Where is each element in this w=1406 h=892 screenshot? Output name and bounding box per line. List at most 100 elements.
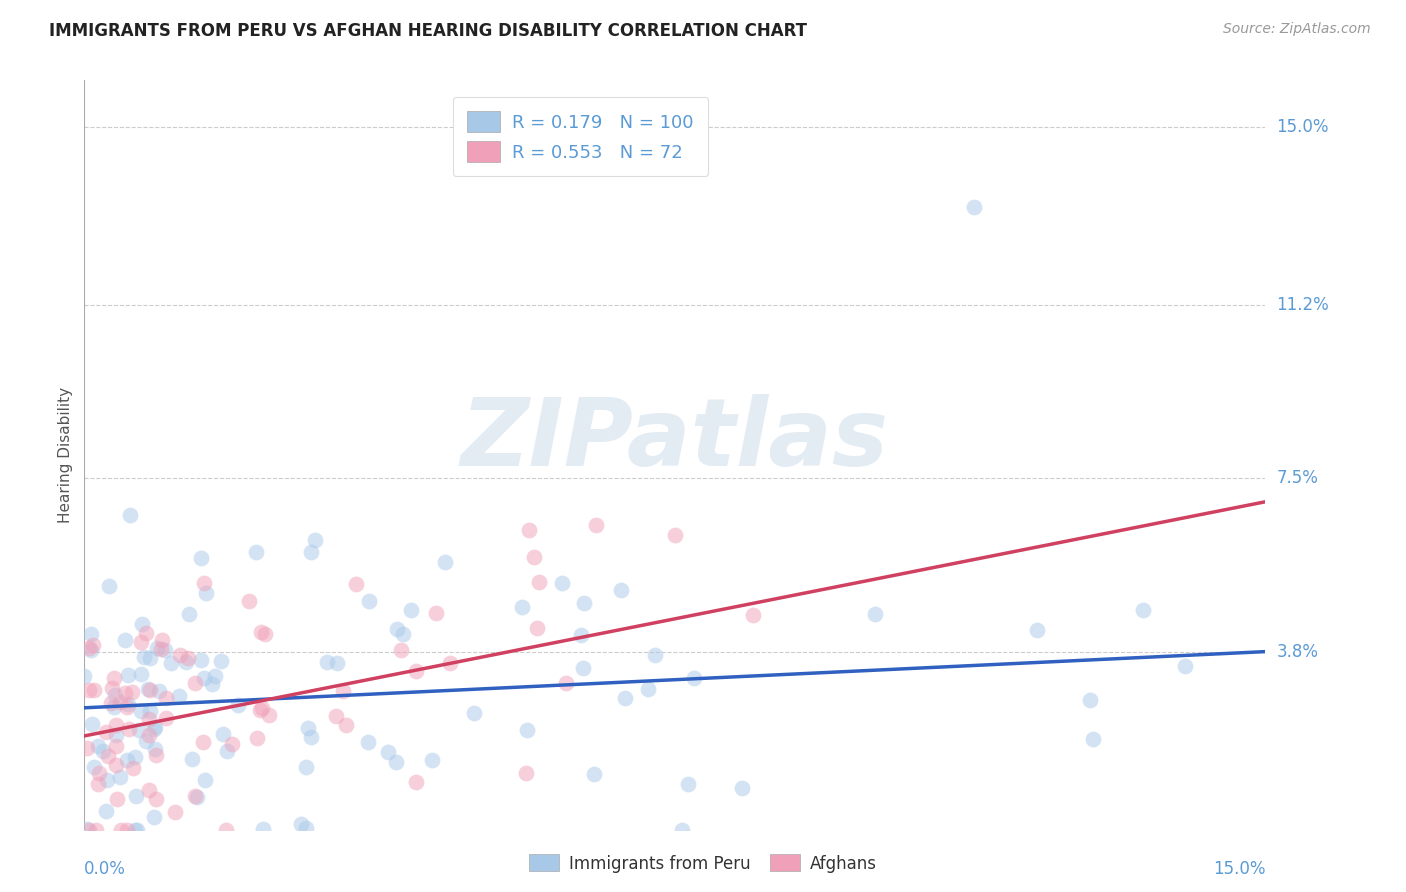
Point: [143, 722, 166, 736]
Point: [193, 576, 215, 591]
Point: [184, 789, 207, 804]
Point: [108, 771, 131, 785]
Point: [135, 626, 157, 640]
Point: [87, 766, 110, 780]
Point: [332, 684, 354, 698]
Point: [211, 727, 233, 741]
Text: 0.0%: 0.0%: [84, 860, 127, 878]
Point: [191, 735, 214, 749]
Point: [211, 654, 233, 668]
Point: [77, 822, 100, 837]
Point: [160, 656, 183, 670]
Point: [118, 508, 141, 523]
Point: [104, 739, 127, 753]
Point: [254, 627, 277, 641]
Point: [644, 648, 666, 663]
Point: [963, 200, 986, 214]
Point: [221, 737, 243, 751]
Point: [135, 734, 157, 748]
Point: [554, 675, 576, 690]
Point: [569, 628, 592, 642]
Point: [193, 671, 215, 685]
Point: [193, 773, 215, 788]
Point: [425, 606, 447, 620]
Point: [84, 822, 107, 837]
Point: [94, 804, 117, 818]
Point: [125, 789, 148, 804]
Point: [250, 701, 273, 715]
Point: [1174, 659, 1197, 673]
Point: [315, 655, 337, 669]
Point: [163, 805, 186, 819]
Point: [671, 822, 693, 837]
Y-axis label: Hearing Disability: Hearing Disability: [58, 387, 73, 523]
Point: [96, 725, 118, 739]
Point: [76, 741, 98, 756]
Point: [110, 822, 132, 837]
Point: [104, 689, 127, 703]
Point: [155, 711, 177, 725]
Text: 11.2%: 11.2%: [1277, 296, 1329, 314]
Point: [136, 682, 159, 697]
Point: [153, 643, 176, 657]
Point: [385, 622, 408, 636]
Point: [124, 822, 146, 837]
Text: Source: ZipAtlas.com: Source: ZipAtlas.com: [1223, 22, 1371, 37]
Point: [139, 651, 162, 665]
Point: [128, 723, 150, 738]
Point: [103, 700, 125, 714]
Point: [609, 583, 631, 598]
Point: [82, 638, 104, 652]
Point: [80, 627, 103, 641]
Point: [125, 822, 148, 837]
Point: [420, 753, 443, 767]
Point: [295, 759, 318, 773]
Point: [226, 698, 249, 713]
Point: [87, 739, 110, 753]
Point: [664, 527, 686, 541]
Point: [515, 765, 537, 780]
Point: [114, 632, 136, 647]
Point: [114, 686, 136, 700]
Point: [83, 760, 105, 774]
Point: [150, 641, 173, 656]
Point: [103, 672, 125, 686]
Point: [138, 712, 160, 726]
Point: [357, 593, 380, 607]
Point: [77, 640, 100, 655]
Point: [96, 772, 118, 787]
Point: [572, 596, 595, 610]
Point: [183, 676, 205, 690]
Text: IMMIGRANTS FROM PERU VS AFGHAN HEARING DISABILITY CORRELATION CHART: IMMIGRANTS FROM PERU VS AFGHAN HEARING D…: [49, 22, 807, 40]
Point: [377, 745, 399, 759]
Text: 15.0%: 15.0%: [1213, 860, 1265, 878]
Point: [129, 666, 152, 681]
Point: [516, 723, 538, 738]
Point: [190, 653, 212, 667]
Point: [100, 696, 122, 710]
Text: 7.5%: 7.5%: [1277, 469, 1319, 487]
Point: [105, 728, 128, 742]
Point: [238, 593, 260, 607]
Point: [143, 742, 166, 756]
Point: [384, 755, 406, 769]
Point: [80, 717, 103, 731]
Point: [526, 621, 548, 635]
Point: [572, 661, 595, 675]
Point: [250, 625, 273, 640]
Point: [105, 792, 128, 806]
Point: [169, 689, 191, 703]
Point: [742, 608, 765, 623]
Point: [131, 705, 153, 719]
Point: [73, 669, 96, 683]
Point: [389, 643, 412, 657]
Point: [76, 822, 98, 837]
Point: [180, 752, 202, 766]
Point: [169, 648, 191, 662]
Point: [104, 718, 127, 732]
Point: [87, 777, 110, 791]
Point: [138, 728, 160, 742]
Point: [145, 792, 167, 806]
Point: [146, 640, 169, 655]
Point: [201, 677, 224, 691]
